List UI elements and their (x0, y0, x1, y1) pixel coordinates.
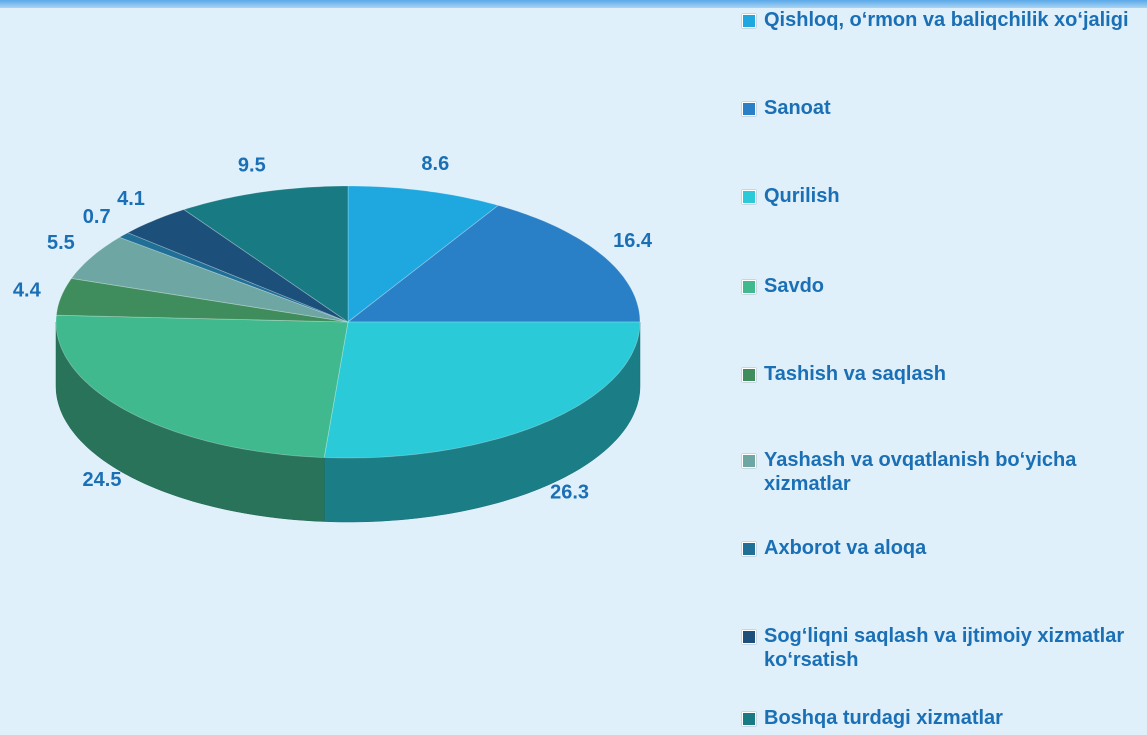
data-label: 4.4 (13, 280, 42, 302)
legend-item: Savdo (742, 274, 1142, 298)
legend-swatch (742, 630, 756, 644)
data-label: 16.4 (613, 230, 653, 252)
data-label: 5.5 (47, 232, 75, 254)
legend-label: Yashash va ovqatlanish bo‘yicha xizmatla… (764, 449, 1077, 495)
legend-item: Sanoat (742, 96, 1142, 120)
legend-swatch (742, 454, 756, 468)
slice (347, 185, 500, 323)
legend-label: Boshqa turdagi xizmatlar (764, 707, 1003, 729)
slice (182, 185, 349, 323)
slice (55, 314, 349, 458)
slice (70, 236, 349, 323)
legend-swatch (742, 190, 756, 204)
legend-swatch (742, 542, 756, 556)
data-label: 24.5 (83, 469, 122, 491)
data-label: 26.3 (550, 481, 589, 503)
legend-item: Boshqa turdagi xizmatlar (742, 706, 1142, 730)
slice (323, 321, 641, 459)
legend-swatch (742, 14, 756, 28)
data-label: 4.1 (117, 188, 145, 210)
legend-item: Yashash va ovqatlanish bo‘yicha xizmatla… (742, 448, 1142, 496)
legend-item: Qishloq, o‘rmon va baliqchilik xo‘jaligi (742, 8, 1142, 32)
data-label: 8.6 (421, 153, 449, 175)
legend-item: Tashish va saqlash (742, 362, 1142, 386)
top-bar (0, 0, 1147, 8)
legend-label: Sog‘liqni saqlash va ijtimoiy xizmatlar … (764, 625, 1125, 671)
legend-label: Qurilish (764, 185, 840, 207)
legend-label: Sanoat (764, 97, 831, 119)
legend-swatch (742, 712, 756, 726)
legend-item: Axborot va aloqa (742, 536, 1142, 560)
legend-label: Axborot va aloqa (764, 537, 927, 559)
legend-label: Savdo (764, 275, 825, 297)
slice (346, 204, 641, 323)
legend-label: Tashish va saqlash (764, 363, 946, 385)
data-label: 9.5 (238, 154, 266, 176)
slice (126, 209, 349, 323)
legend-swatch (742, 102, 756, 116)
slice-side (55, 321, 325, 522)
legend-label: Qishloq, o‘rmon va baliqchilik xo‘jaligi (764, 9, 1129, 31)
data-label: 0.7 (83, 206, 111, 228)
legend-swatch (742, 368, 756, 382)
legend-item: Qurilish (742, 184, 1142, 208)
pie-chart: 8.6 16.4 26.3 24.5 4.4 5.5 0.7 4.1 9.5 (13, 153, 653, 523)
slice (55, 277, 349, 323)
legend-swatch (742, 280, 756, 294)
legend-item: Sog‘liqni saqlash va ijtimoiy xizmatlar … (742, 624, 1142, 672)
